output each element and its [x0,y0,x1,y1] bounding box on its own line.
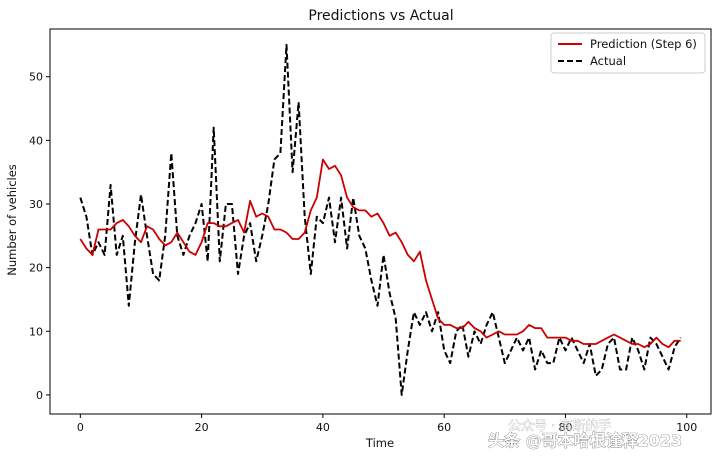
legend-label-prediction: Prediction (Step 6) [590,37,697,51]
chart-title: Predictions vs Actual [308,8,453,24]
plot-area [49,28,712,415]
y-tick-label: 10 [29,325,43,338]
x-axis-label: Time [365,436,394,450]
x-tick-label: 80 [558,421,572,434]
y-tick-label: 50 [29,71,43,84]
legend-label-actual: Actual [590,54,626,68]
series-layer [79,43,682,396]
x-tick-label: 60 [437,421,451,434]
y-tick-label: 20 [29,262,43,275]
watermark-text-secondary: 公众号 · 高斯的手 [508,418,611,434]
prediction-series-line [79,158,681,349]
chart-legend: Prediction (Step 6) Actual [550,32,706,74]
y-tick-label: 40 [29,134,43,147]
legend-box [550,32,706,74]
x-tick-label: 100 [676,421,697,434]
y-axis: 0 10 20 30 40 50 [29,71,50,402]
x-tick-label: 20 [195,421,209,434]
x-axis: 0 20 40 60 80 100 [77,414,697,434]
watermark-text: 头条 @哥本哈根诠释2023 [488,431,682,450]
actual-series-line [79,43,682,396]
x-tick-label: 40 [316,421,330,434]
x-tick-label: 0 [77,421,84,434]
y-tick-label: 30 [29,198,43,211]
y-axis-label: Number of vehicles [5,164,19,276]
y-tick-label: 0 [36,389,43,402]
